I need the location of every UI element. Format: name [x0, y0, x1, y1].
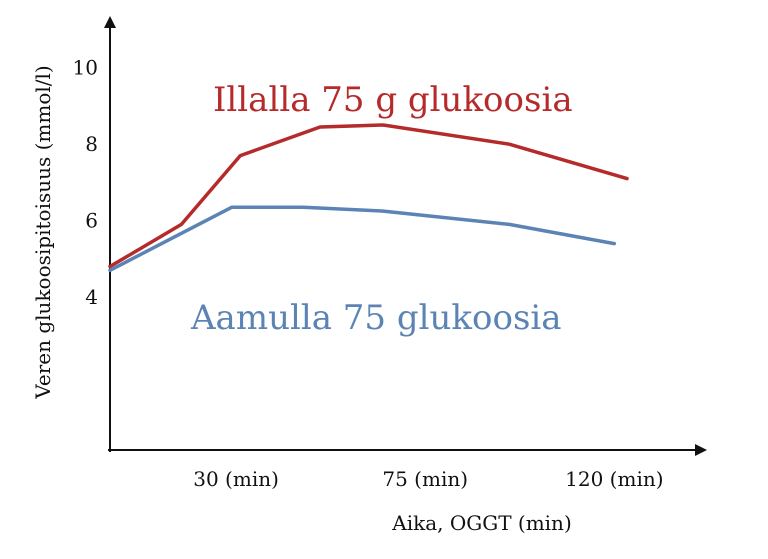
y-tick-label: 4: [85, 285, 98, 309]
x-axis-title: Aika, OGGT (min): [391, 511, 572, 535]
series-lines: [108, 123, 629, 273]
y-axis-title: Veren glukoosipitoisuus (mmol/l): [31, 65, 55, 399]
x-tick-label: 120 (min): [565, 467, 663, 491]
y-tick-label: 10: [73, 56, 98, 80]
x-tick-label: 75 (min): [382, 467, 468, 491]
series-label-illalla: Illalla 75 g glukoosia: [213, 80, 573, 120]
x-tick-labels: 30 (min) 75 (min) 120 (min): [193, 467, 663, 491]
series-line-1: [108, 205, 617, 273]
axes: [104, 16, 707, 456]
y-tick-label: 6: [85, 209, 98, 233]
y-tick-label: 8: [85, 132, 98, 156]
x-tick-label: 30 (min): [193, 467, 279, 491]
y-tick-labels: 4 6 8 10: [73, 56, 98, 309]
series-line-0: [108, 123, 629, 269]
series-label-aamulla: Aamulla 75 glukoosia: [190, 298, 562, 338]
